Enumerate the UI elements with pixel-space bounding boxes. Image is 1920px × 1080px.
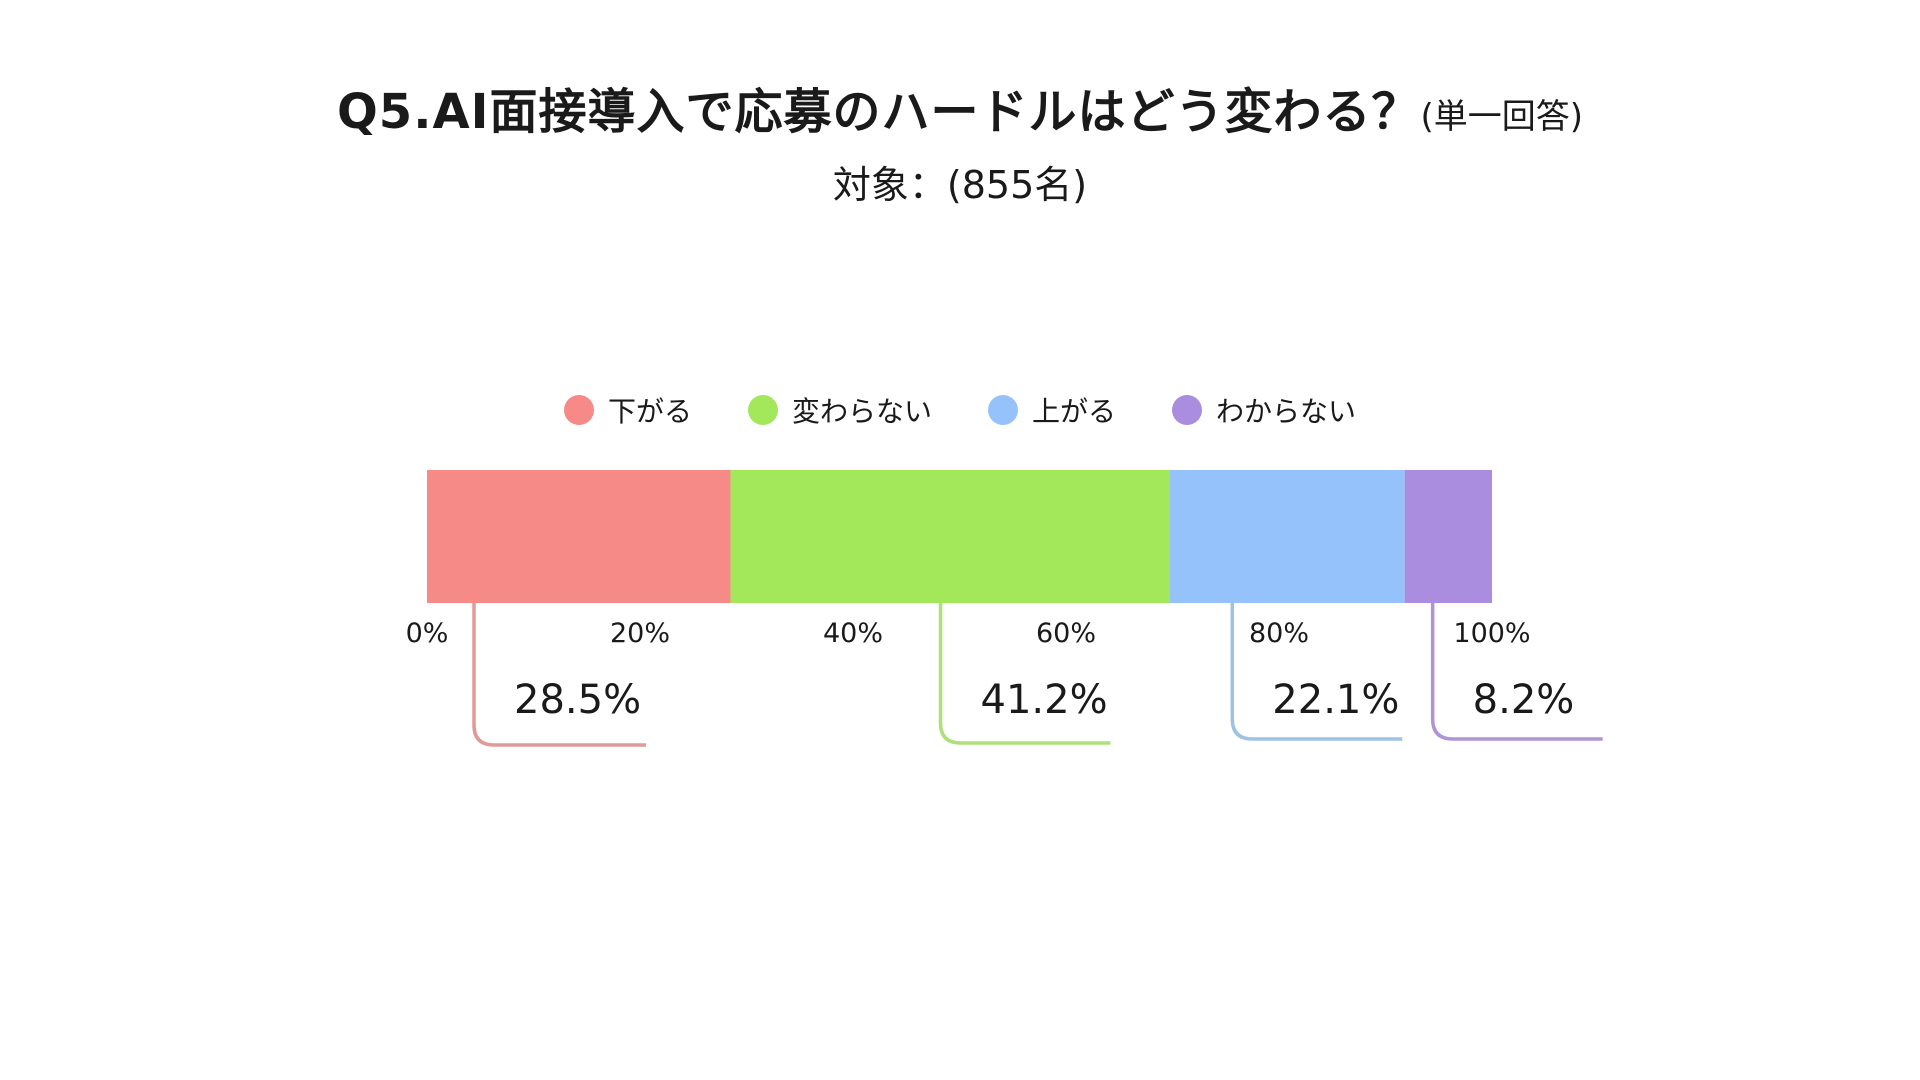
chart-subtitle: 対象：(855名) [832,163,1088,207]
callout-bracket [1430,603,1603,741]
value-label: 41.2% [981,677,1108,723]
legend-label: わからない [1216,395,1357,428]
callout-bracket [1230,603,1403,741]
tick-label: 40% [823,618,883,649]
legend-label: 上がる [1032,395,1117,428]
bar-segment [730,470,1170,603]
legend-label: 下がる [607,395,692,428]
tick-label: 80% [1249,618,1309,649]
tick-label: 60% [1036,618,1096,649]
title-sub: (単一回答) [1420,97,1583,137]
value-label: 8.2% [1473,677,1575,723]
tick-label: 100% [1453,618,1530,649]
legend-swatch [563,395,594,425]
callout-bracket [472,603,646,747]
legend-item: 変わらない [747,390,932,430]
legend-item: 上がる [988,390,1116,430]
tick-label: 0% [406,618,449,649]
chart-title: Q5.AI面接導入で応募のハードルはどう変わる？(単一回答) [0,72,1920,142]
callout-bracket [938,603,1111,745]
legend-item: わからない [1172,390,1356,430]
legend-label: 変わらない [791,395,932,428]
title-main: Q5.AI面接導入で応募のハードルはどう変わる？ [337,84,1421,140]
bar-segment [1404,470,1492,603]
legend-swatch [747,395,778,425]
bar-segment [1169,470,1405,603]
value-label: 28.5% [514,677,641,723]
bar-segment [427,470,731,603]
value-label: 22.1% [1272,677,1399,723]
legend-swatch [988,395,1018,425]
legend-item: 下がる [563,390,692,430]
tick-label: 20% [610,618,670,649]
legend-swatch [1172,395,1203,425]
legend: 下がる 変わらない 上がる わからない [0,390,1920,430]
